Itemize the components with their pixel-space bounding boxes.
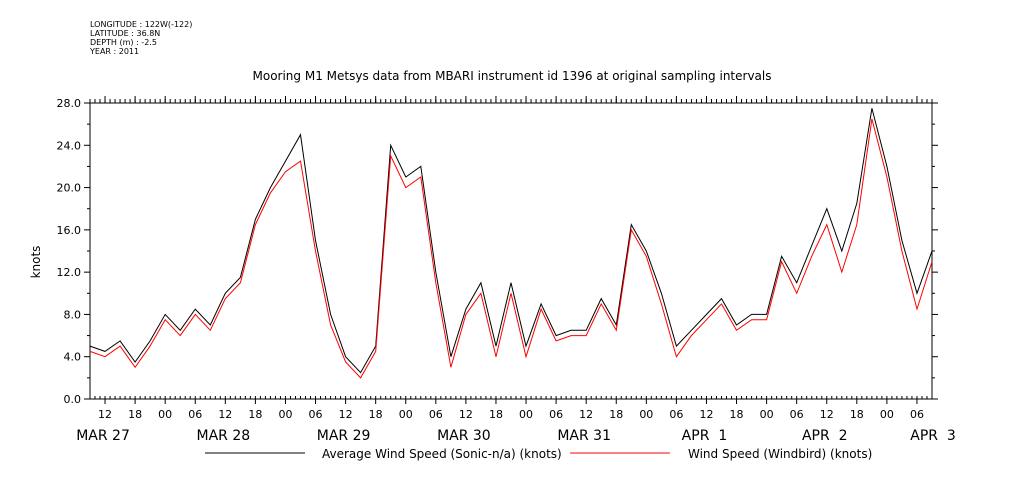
chart-title: Mooring M1 Metsys data from MBARI instru… [253,69,772,83]
x-hour-label: 06 [309,408,323,421]
x-hour-label: 00 [399,408,413,421]
x-date-label: APR 1 [682,428,728,444]
year-label: YEAR : 2011 [90,47,140,56]
x-hour-label: 18 [489,408,503,421]
x-hour-label: 18 [730,408,744,421]
axes-layer: 0.0 4.0 8.0 12.0 16.0 20.0 24.0 28.0 12 18 00 06 12 1… [57,96,956,444]
x-hour-label: 12 [98,408,112,421]
x-hour-label: 06 [669,408,683,421]
x-hour-label: 12 [339,408,353,421]
metadata-header: LONGITUDE : 122W(-122) LATITUDE : 36.8N … [90,20,192,56]
plot-frame [89,102,933,400]
x-hour-label: 18 [128,408,142,421]
y-tick-label: 12.0 [57,266,82,279]
depth-label: DEPTH (m) : -2.5 [90,38,157,47]
y-tick-label: 0.0 [64,393,82,406]
legend: Average Wind Speed (Sonic-n/a) (knots) W… [205,447,872,461]
series-layer [89,108,933,379]
x-hour-label: 06 [790,408,804,421]
y-tick-label: 16.0 [57,224,82,237]
longitude-label: LONGITUDE : 122W(-122) [90,20,193,29]
y-tick-label: 20.0 [57,182,82,195]
x-hour-label: 06 [188,408,202,421]
x-hour-label: 12 [699,408,713,421]
legend-label-average-wind: Average Wind Speed (Sonic-n/a) (knots) [322,447,562,461]
x-hour-label: 18 [850,408,864,421]
x-hour-label: 12 [459,408,473,421]
x-hour-label: 00 [880,408,894,421]
x-hour-label: 06 [429,408,443,421]
x-date-label: APR 2 [802,428,848,444]
y-tick-label: 24.0 [57,139,82,152]
x-hour-label: 12 [820,408,834,421]
x-date-label: MAR 29 [317,428,371,444]
x-date-label: APR 3 [910,428,956,444]
y-tick-label: 4.0 [64,351,82,364]
x-date-label: MAR 31 [557,428,611,444]
legend-label-windbird: Wind Speed (Windbird) (knots) [688,447,872,461]
x-hour-label: 00 [519,408,533,421]
x-date-label: MAR 28 [196,428,250,444]
series-windbird-line [89,118,933,379]
x-date-label: MAR 27 [76,428,130,444]
y-axis-label: knots [29,246,43,279]
series-average-wind-line [89,108,933,374]
y-tick-label: 8.0 [64,308,82,321]
x-hour-label: 18 [248,408,262,421]
x-hour-label: 06 [549,408,563,421]
x-hour-label: 12 [579,408,593,421]
x-date-label: MAR 30 [437,428,491,444]
x-hour-label: 00 [158,408,172,421]
x-hour-label: 18 [369,408,383,421]
x-hour-label: 18 [609,408,623,421]
x-hour-label: 00 [278,408,292,421]
x-hour-label: 06 [910,408,924,421]
x-hour-label: 12 [218,408,232,421]
x-hour-label: 00 [639,408,653,421]
latitude-label: LATITUDE : 36.8N [90,29,161,38]
y-tick-label: 28.0 [57,97,82,110]
x-hour-label: 00 [760,408,774,421]
